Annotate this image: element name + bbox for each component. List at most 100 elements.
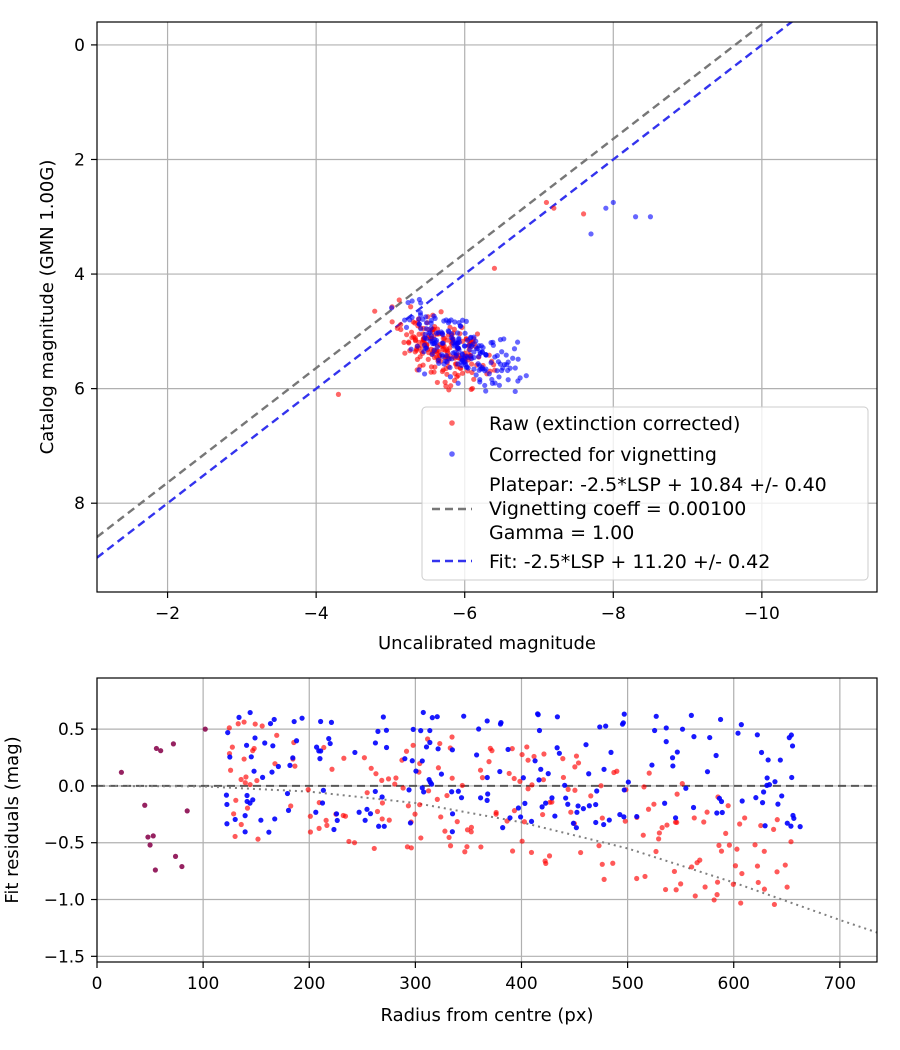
corrected-residual-point (617, 811, 623, 818)
corrected-residual-point (621, 787, 627, 793)
corrected-residual-point (367, 811, 374, 817)
raw-residual-point (651, 801, 657, 807)
corrected-point (512, 365, 518, 371)
corrected-residual-point (266, 829, 272, 835)
corrected-point (479, 349, 485, 355)
raw-residual-point (752, 842, 758, 848)
raw-residual-point (718, 848, 725, 854)
top-x-axis-label: Uncalibrated magnitude (378, 633, 596, 654)
raw-residual-point (601, 876, 607, 882)
raw-residual-point (525, 757, 531, 763)
raw-point (394, 325, 401, 331)
raw-residual-point (342, 813, 349, 819)
raw-residual-point (305, 787, 311, 793)
raw-residual-point (434, 796, 440, 802)
bottom-plot-frame (96, 677, 878, 963)
corrected-point (465, 365, 471, 371)
corrected-residual-point (528, 818, 535, 825)
corrected-residual-point (497, 768, 503, 775)
legend-corrected-marker (449, 451, 455, 457)
corrected-point (462, 359, 468, 365)
corrected-point (423, 336, 429, 342)
corrected-point (480, 366, 486, 372)
raw-point (459, 370, 466, 376)
raw-residual-point (788, 839, 794, 845)
raw-residual-point (410, 742, 416, 748)
corrected-point (476, 353, 482, 360)
raw-residual-point (247, 781, 253, 788)
raw-residual-point (361, 755, 367, 761)
legend-platepar-line-text: Vignetting coeff = 0.00100 (489, 498, 746, 520)
bottom-panel: 0 100 200 300 400 500 600 700 0.5 0.0 −0.5 −1.0 −1.5… (2, 677, 878, 1026)
raw-residual-point (454, 819, 460, 825)
raw-residual-point (235, 721, 241, 727)
corrected-residual-point (786, 735, 792, 741)
platepar-line (97, 22, 767, 538)
raw-residual-point (449, 734, 455, 740)
raw-residual-point (316, 825, 322, 831)
raw-residual-point (645, 806, 652, 812)
raw-residual-point (449, 775, 455, 781)
raw-point (428, 364, 435, 370)
corrected-point (449, 331, 455, 337)
raw-residual-point (442, 828, 448, 834)
raw-point (335, 391, 342, 397)
corrected-point (468, 334, 474, 340)
raw-residual-point (464, 844, 470, 850)
corrected-residual-point (718, 798, 725, 805)
corrected-residual-point (334, 817, 340, 824)
corrected-point (436, 360, 442, 366)
corrected-point (416, 321, 422, 327)
raw-point (408, 329, 415, 335)
raw-residual-point (599, 815, 605, 821)
corrected-residual-point (376, 823, 382, 829)
top-y-tick-label: 0 (74, 36, 85, 56)
corrected-residual-point (242, 813, 248, 819)
corrected-residual-point (563, 795, 569, 801)
raw-residual-point (653, 848, 659, 855)
corrected-residual-point (753, 795, 759, 801)
raw-residual-point (462, 849, 468, 855)
corrected-residual-point (423, 744, 430, 750)
corrected-residual-point (449, 829, 455, 835)
raw-point (396, 297, 402, 303)
corrected-residual-point (634, 813, 640, 820)
corrected-residual-point (690, 804, 697, 811)
corrected-residual-point (421, 789, 427, 795)
corrected-point (420, 316, 426, 322)
raw-residual-point (329, 766, 335, 772)
raw-residual-point (565, 786, 571, 792)
raw-residual-point (646, 770, 652, 776)
raw-residual-point (227, 767, 234, 773)
corrected-point (456, 335, 462, 341)
centre-residual-point (150, 833, 156, 839)
raw-point (442, 379, 448, 385)
raw-residual-point (549, 799, 555, 805)
raw-residual-point (435, 765, 442, 771)
corrected-point (473, 338, 479, 344)
corrected-residual-point (797, 824, 803, 830)
corrected-point (462, 343, 468, 349)
corrected-residual-point (427, 727, 433, 734)
raw-residual-point (242, 780, 248, 786)
corrected-point (499, 349, 505, 355)
corrected-residual-point (704, 769, 711, 775)
raw-residual-point (519, 838, 525, 844)
raw-residual-point (702, 884, 708, 890)
corrected-residual-point (449, 811, 456, 817)
corrected-residual-point (477, 795, 484, 801)
legend-platepar-line-text: Gamma = 1.00 (489, 522, 634, 544)
corrected-residual-point (434, 714, 440, 720)
bottom-x-tick-label: 0 (92, 974, 103, 994)
raw-residual-point (403, 748, 410, 754)
raw-residual-point (509, 746, 515, 752)
corrected-residual-point (520, 775, 526, 781)
corrected-residual-point (779, 793, 785, 799)
corrected-residual-point (679, 726, 686, 732)
corrected-residual-point (735, 730, 741, 736)
corrected-residual-point (458, 795, 465, 801)
corrected-residual-point (652, 727, 658, 734)
raw-residual-point (529, 782, 535, 788)
raw-residual-point (761, 886, 768, 892)
